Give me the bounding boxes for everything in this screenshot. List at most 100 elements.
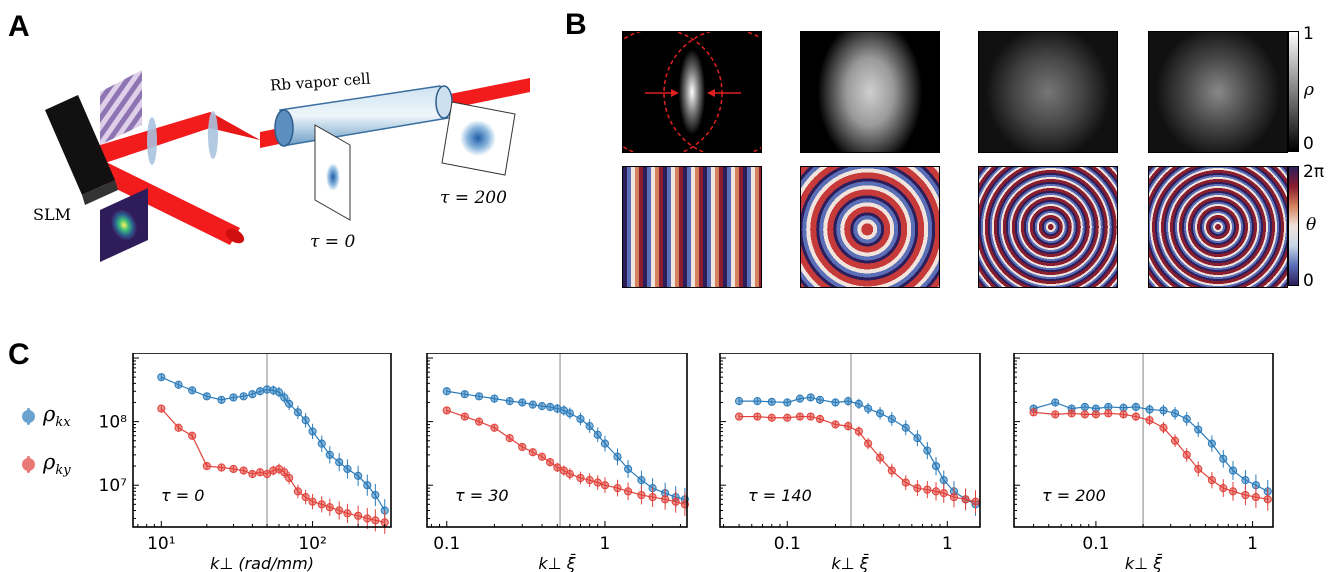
data-point [648, 492, 657, 502]
data-point [157, 404, 166, 413]
series-line-ρky [160, 408, 385, 523]
y-tick-label: 10⁸ [99, 413, 128, 433]
data-point [229, 464, 238, 474]
spectrum-chart: 0.1 1 τ = 200 k⊥ ξ̄ [1013, 353, 1274, 572]
data-point [1170, 436, 1180, 445]
data-point [565, 409, 574, 418]
data-point [565, 469, 574, 479]
x-axis-label: k⊥ ξ̄ [538, 554, 576, 572]
data-point [931, 487, 941, 496]
data-point [335, 458, 344, 467]
data-point [623, 464, 633, 474]
data-point [274, 388, 284, 397]
data-point [593, 430, 602, 439]
data-point [537, 452, 547, 461]
legend-marker [22, 457, 35, 471]
phase-image [1148, 166, 1288, 288]
data-point [864, 439, 873, 448]
legend-label: ρkx [43, 402, 71, 430]
data-point [901, 478, 910, 487]
data-point [831, 398, 840, 407]
data-point [335, 506, 344, 515]
data-point [174, 380, 183, 389]
data-point [1067, 409, 1076, 418]
x-axis-label: k⊥ ξ̄ [831, 554, 869, 572]
data-point [202, 392, 211, 401]
data-point [593, 478, 602, 487]
legend-item: ρky [22, 440, 71, 488]
data-point [1080, 410, 1089, 419]
data-point [806, 393, 815, 402]
data-point [280, 393, 289, 402]
data-point [887, 466, 896, 475]
data-point [505, 397, 514, 406]
data-point [854, 427, 863, 436]
slm-device [45, 95, 115, 195]
data-point [1182, 450, 1191, 459]
data-point [815, 414, 825, 424]
data-point [256, 468, 265, 477]
data-point [623, 487, 633, 496]
data-point [528, 400, 537, 409]
x-tick-label: 0.1 [433, 534, 460, 554]
chart-annotation: τ = 0 [161, 486, 204, 505]
data-point [363, 514, 372, 523]
data-point [285, 399, 294, 408]
legend-item: ρkx [22, 392, 71, 440]
data-point [293, 487, 303, 496]
data-point [239, 392, 248, 401]
colorbar-theta-min: 0 [1303, 271, 1314, 291]
data-point [1051, 398, 1060, 407]
density-image [622, 31, 762, 153]
data-point [783, 398, 792, 407]
y-tick-label: 10⁷ [99, 476, 128, 496]
data-point [931, 461, 941, 471]
data-point [913, 484, 922, 493]
slm-pattern-inset [100, 70, 142, 145]
data-point [546, 402, 555, 412]
legend-symbol: ρ [43, 449, 56, 474]
data-point [734, 397, 744, 406]
data-point [949, 492, 959, 502]
data-point [248, 390, 257, 399]
legend-marker [22, 409, 35, 423]
spectrum-chart: 0.1 1 τ = 30 k⊥ ξ̄ [426, 353, 689, 572]
data-point [239, 466, 248, 475]
data-point [767, 413, 776, 422]
density-image [1148, 31, 1288, 153]
data-point [1182, 414, 1191, 424]
data-point [939, 489, 948, 498]
data-point [1207, 476, 1217, 485]
phase-image [622, 166, 762, 288]
data-point [157, 373, 166, 382]
data-point [505, 434, 514, 443]
colorbar-rho-min: 0 [1303, 134, 1314, 154]
colorbar-theta-max: 2π [1303, 162, 1325, 182]
tau200-screen-label: τ = 200 [440, 188, 507, 208]
data-point [1170, 409, 1180, 418]
data-point [576, 414, 585, 424]
panel-letter-b: B [565, 8, 587, 41]
data-point [248, 469, 257, 479]
data-point [1219, 484, 1228, 493]
data-point [1131, 412, 1141, 421]
data-point [301, 492, 310, 502]
x-axis-label: k⊥ ξ̄ [1125, 554, 1163, 572]
data-point [923, 485, 932, 494]
slm-label: SLM [33, 205, 71, 224]
data-point [971, 497, 980, 506]
x-tick-label: 1 [600, 534, 611, 554]
data-point [854, 399, 863, 408]
data-point [285, 473, 294, 483]
data-point [325, 503, 334, 512]
data-point [301, 416, 310, 425]
data-point [1145, 416, 1154, 425]
data-point [1241, 476, 1250, 485]
data-point [795, 394, 805, 403]
data-point [613, 452, 622, 461]
data-point [546, 458, 555, 467]
input-beam [88, 158, 240, 245]
data-point [661, 495, 670, 504]
data-point [174, 423, 183, 432]
data-point [363, 481, 372, 490]
